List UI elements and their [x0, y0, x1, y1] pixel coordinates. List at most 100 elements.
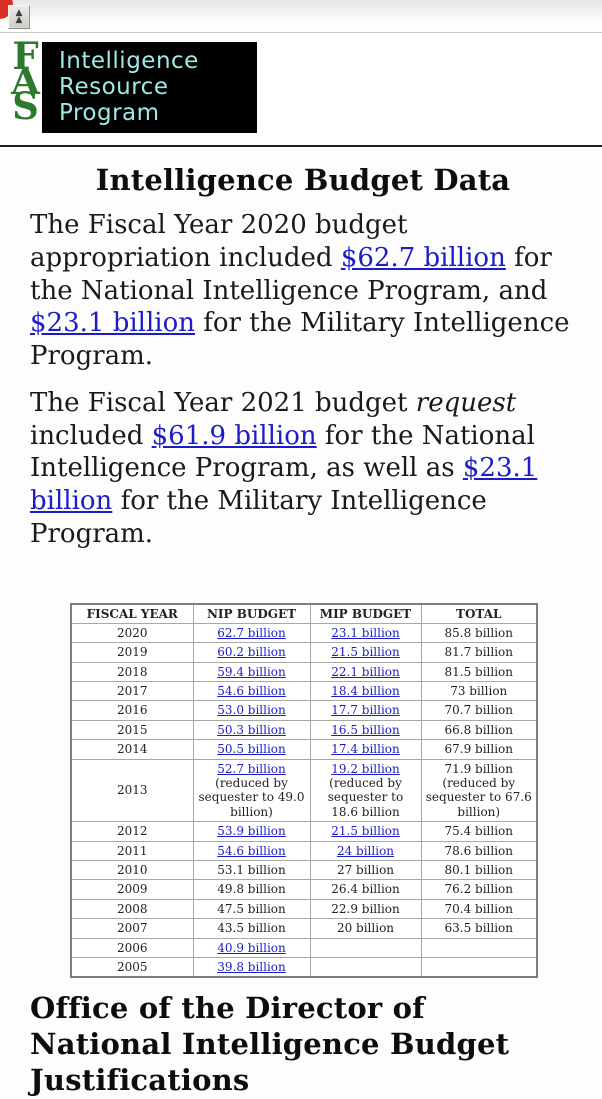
fiscal-year-cell: 2011 [70, 840, 194, 861]
table-row: 2020 62.7 billion 23.1 billion 85.8 billion [70, 622, 538, 644]
mip-budget-cell: 22.9 billion [309, 898, 422, 920]
table-header-row: FISCAL YEAR NIP BUDGET MIP BUDGET TOTAL [70, 603, 538, 624]
nip-budget-cell: 43.5 billion [192, 918, 311, 939]
budget-link[interactable]: 50.3 billion [217, 722, 286, 737]
nip-budget-cell: 49.8 billion [192, 879, 311, 900]
mip-budget-cell: 17.7 billion [309, 700, 422, 721]
nip-budget-cell: 50.5 billion [192, 739, 311, 760]
total-budget-cell: 80.1 billion [420, 859, 538, 881]
page-title: Intelligence Budget Data [95, 163, 511, 197]
nip-budget-cell: 53.9 billion [192, 821, 311, 842]
budget-link[interactable]: $23.1 billion [30, 453, 538, 516]
table-column-header: FISCAL YEAR [70, 603, 194, 624]
budget-link[interactable]: 18.4 billion [331, 684, 400, 699]
nip-budget-cell: 62.7 billion [192, 622, 311, 644]
body-paragraph: The Fiscal Year 2021 budget request incl… [30, 387, 538, 549]
budget-link[interactable]: 16.5 billion [331, 722, 400, 737]
nip-budget-cell: 54.6 billion [192, 681, 311, 702]
table-row: 2006 40.9 billion [70, 937, 538, 958]
body-paragraph: The Fiscal Year 2020 budget appropriatio… [30, 210, 570, 371]
fas-logo[interactable]: F A S Intelligence Resource Program [0, 33, 602, 145]
budget-link[interactable]: 17.7 billion [331, 703, 400, 718]
table-row: 2018 59.4 billion 22.1 billion 81.5 billion [70, 661, 538, 683]
budget-link[interactable]: 54.6 billion [217, 843, 286, 858]
scroll-to-top-button[interactable]: ▲ ▲ [8, 5, 30, 29]
table-column-header: TOTAL [420, 603, 538, 624]
banner-line: Resource [59, 74, 169, 100]
total-budget-cell: 66.8 billion [420, 719, 538, 741]
budget-link[interactable]: $61.9 billion [151, 420, 317, 451]
budget-link[interactable]: 54.6 billion [217, 684, 286, 699]
fas-letter: F [12, 34, 39, 78]
header-divider [0, 145, 602, 147]
table-column-header: NIP BUDGET [192, 603, 311, 624]
budget-link[interactable]: 22.1 billion [331, 664, 400, 679]
fiscal-year-cell: 2007 [70, 918, 194, 939]
total-budget-cell: 76.2 billion [420, 879, 538, 900]
mip-budget-cell: 21.5 billion [309, 642, 422, 663]
nip-budget-cell: 39.8 billion [192, 956, 311, 978]
table-row: 2017 54.6 billion 18.4 billion 73 billion [70, 681, 538, 702]
fiscal-year-cell: 2005 [70, 956, 194, 978]
total-budget-cell [420, 956, 538, 978]
budget-link[interactable]: 52.7 billion [217, 761, 286, 776]
emphasized-text: request [415, 387, 517, 418]
fas-letter: A [11, 59, 40, 103]
table-row: 2008 47.5 billion 22.9 billion 70.4 billion [70, 898, 538, 920]
chevron-up-icon: ▲ [15, 15, 23, 25]
fiscal-year-cell: 2009 [70, 879, 194, 900]
budget-link[interactable]: 21.5 billion [331, 645, 400, 660]
fiscal-year-cell: 2014 [70, 739, 194, 760]
intro-paragraphs: The Fiscal Year 2020 budget appropriatio… [30, 209, 576, 551]
budget-link[interactable]: 60.2 billion [217, 645, 286, 660]
banner-line: Intelligence [59, 48, 199, 74]
budget-link[interactable]: $23.1 billion [30, 308, 196, 339]
total-budget-cell: 70.7 billion [420, 700, 538, 721]
budget-link[interactable]: 19.2 billion [331, 761, 400, 776]
total-budget-cell: 70.4 billion [420, 898, 538, 920]
intelligence-budget-table: FISCAL YEAR NIP BUDGET MIP BUDGET TOTAL 202… [70, 602, 538, 979]
total-budget-cell: 67.9 billion [420, 739, 538, 760]
table-row: 2014 50.5 billion 17.4 billion 67.9 billion [70, 739, 538, 760]
mip-budget-cell: 22.1 billion [309, 661, 422, 683]
nip-budget-cell: 53.1 billion [192, 859, 311, 881]
mip-budget-cell: 16.5 billion [309, 719, 422, 741]
mip-budget-cell: 24 billion [309, 840, 422, 861]
mip-budget-cell: 18.4 billion [309, 681, 422, 702]
fas-letters-logo: F A S [9, 34, 42, 128]
mip-budget-cell: 21.5 billion [309, 821, 422, 842]
budget-link[interactable]: 23.1 billion [331, 625, 400, 640]
fiscal-year-cell: 2020 [70, 622, 194, 644]
total-budget-cell: 73 billion [420, 681, 538, 702]
nip-budget-cell: 40.9 billion [192, 937, 311, 958]
total-budget-cell: 81.7 billion [420, 642, 538, 663]
budget-link[interactable]: 39.8 billion [217, 959, 286, 974]
total-budget-cell: 85.8 billion [420, 622, 538, 644]
mip-budget-cell [309, 956, 422, 978]
fiscal-year-cell: 2016 [70, 700, 194, 721]
budget-link[interactable]: 50.5 billion [217, 742, 286, 757]
budget-link[interactable]: $62.7 billion [340, 242, 506, 273]
budget-link[interactable]: 62.7 billion [217, 625, 286, 640]
budget-link[interactable]: 40.9 billion [217, 940, 286, 955]
budget-link[interactable]: 21.5 billion [331, 824, 400, 839]
mip-budget-cell: 23.1 billion [309, 622, 422, 644]
table-row: 2011 54.6 billion 24 billion 78.6 billion [70, 840, 538, 861]
budget-link[interactable]: 17.4 billion [331, 742, 400, 757]
total-budget-cell: 81.5 billion [420, 661, 538, 683]
budget-link[interactable]: 59.4 billion [217, 664, 286, 679]
table-row: 2012 53.9 billion 21.5 billion 75.4 billion [70, 821, 538, 842]
intelligence-resource-program-banner: Intelligence Resource Program [42, 42, 257, 133]
budget-table-container: FISCAL YEAR NIP BUDGET MIP BUDGET TOTAL 202… [70, 602, 538, 979]
nip-budget-cell: 50.3 billion [192, 719, 311, 741]
budget-link[interactable]: 53.9 billion [217, 824, 286, 839]
mip-budget-cell: 20 billion [309, 918, 422, 939]
table-row: 2016 53.0 billion 17.7 billion 70.7 billion [70, 700, 538, 721]
budget-link[interactable]: 53.0 billion [217, 703, 286, 718]
nip-budget-cell: 53.0 billion [192, 700, 311, 721]
budget-link[interactable]: 24 billion [336, 843, 395, 858]
mip-budget-cell: 19.2 billion (reduced by sequester to 18… [309, 758, 422, 823]
nip-budget-cell: 52.7 billion (reduced by sequester to 49… [192, 758, 311, 823]
table-row: 2010 53.1 billion 27 billion 80.1 billion [70, 859, 538, 881]
fas-letter: S [12, 84, 39, 128]
